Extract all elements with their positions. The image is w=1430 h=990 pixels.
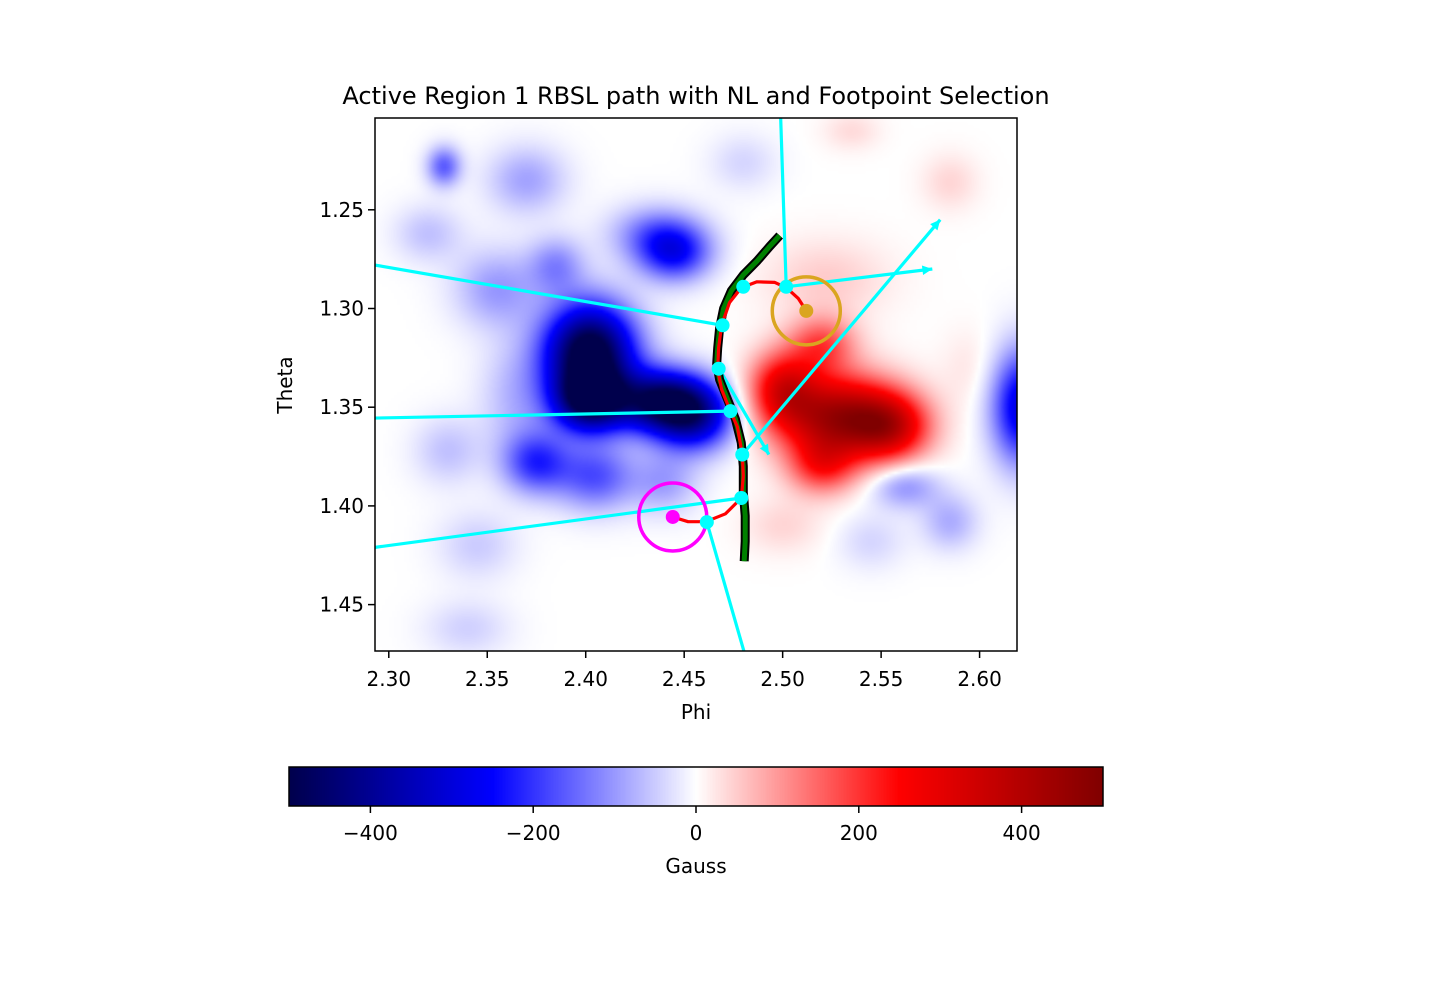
path-sample-point (711, 361, 726, 376)
y-axis-label: Theta (273, 356, 297, 414)
x-tick-label: 2.30 (367, 667, 412, 691)
y-tick-label: 1.30 (319, 296, 364, 320)
field-line-ray (375, 409, 731, 420)
x-tick-label: 2.55 (859, 667, 904, 691)
y-tick-label: 1.40 (319, 494, 364, 518)
x-tick-label: 2.40 (563, 667, 608, 691)
magnetogram-heatmap (375, 118, 1017, 651)
arrow-head (759, 443, 769, 455)
colorbar-ticks: −400 −200 0 200 400 (343, 806, 1041, 845)
field-line-ray (375, 263, 723, 327)
colorbar-gradient (289, 767, 1103, 806)
path-sample-point (736, 279, 751, 294)
colorbar-tick-label: −200 (506, 821, 561, 845)
rbsl-path (672, 280, 808, 524)
path-sample-point (723, 404, 738, 419)
colorbar-label: Gauss (665, 854, 726, 878)
path-sample-point (699, 515, 714, 530)
path-sample-point (715, 318, 730, 333)
footpoint-marker (665, 509, 680, 524)
field-line-ray (375, 496, 742, 549)
footpoint-marker (799, 303, 814, 318)
y-tick-label: 1.45 (319, 593, 364, 617)
chart-title: Active Region 1 RBSL path with NL and Fo… (342, 82, 1049, 110)
y-axis: 1.25 1.30 1.35 1.40 1.45 (319, 198, 375, 617)
colorbar-tick-label: −400 (343, 821, 398, 845)
y-tick-label: 1.25 (319, 198, 364, 222)
path-sample-point (735, 447, 750, 462)
field-line-ray (779, 118, 788, 287)
colorbar-tick-label: 0 (690, 821, 703, 845)
plot-area (374, 117, 1018, 652)
path-sample-point (734, 491, 749, 506)
direction-arrow (718, 368, 771, 456)
arrow-head (921, 265, 933, 275)
plot-frame (374, 117, 1018, 652)
colorbar-tick-label: 200 (840, 821, 878, 845)
field-line-ray (705, 521, 746, 651)
path-sample-point (779, 279, 794, 294)
x-axis: 2.30 2.35 2.40 2.45 2.50 2.55 2.60 (367, 651, 1002, 691)
x-tick-label: 2.60 (957, 667, 1002, 691)
colorbar: −400 −200 0 200 400 Gauss (288, 766, 1104, 878)
footpoint-ring (770, 275, 843, 347)
colorbar-tick-label: 400 (1003, 821, 1041, 845)
direction-arrow (741, 218, 942, 456)
y-tick-label: 1.35 (319, 395, 364, 419)
x-tick-label: 2.45 (662, 667, 707, 691)
x-axis-label: Phi (681, 700, 711, 724)
direction-arrow (786, 267, 933, 289)
arrow-head (930, 219, 941, 231)
x-tick-label: 2.35 (465, 667, 510, 691)
x-tick-label: 2.50 (760, 667, 805, 691)
overlay-layer (375, 118, 942, 651)
